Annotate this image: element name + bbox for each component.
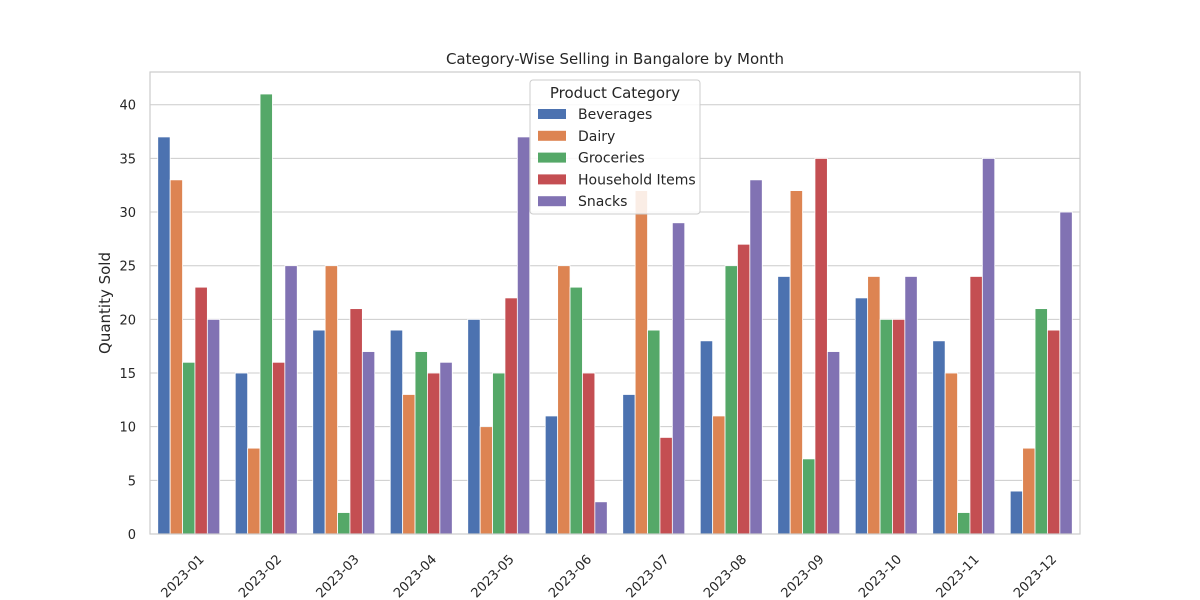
y-tick-label: 15: [119, 367, 136, 382]
y-tick-label: 0: [128, 528, 136, 543]
bar-dairy-2023-06: [558, 266, 570, 534]
legend-swatch: [538, 174, 566, 184]
bar-snacks-2023-09: [827, 352, 839, 534]
x-axis: 2023-01 2023-02 2023-03 2023-04 2023-05 2023-…: [159, 552, 1061, 600]
bar-snacks-2023-10: [905, 276, 917, 534]
bar-beverages-2023-06: [545, 416, 557, 534]
bar-snacks-2023-01: [207, 319, 219, 534]
legend-swatch: [538, 109, 566, 119]
y-tick-label: 10: [119, 421, 136, 436]
bar-household-items-2023-06: [582, 373, 594, 534]
bar-household-items-2023-05: [505, 298, 517, 534]
x-tick-label: 2023-03: [314, 552, 363, 600]
bar-beverages-2023-10: [855, 298, 867, 534]
bar-groceries-2023-11: [958, 513, 970, 534]
bar-dairy-2023-03: [325, 266, 337, 534]
bar-beverages-2023-08: [700, 341, 712, 534]
bar-beverages-2023-02: [235, 373, 247, 534]
chart-title: Category-Wise Selling in Bangalore by Mo…: [446, 50, 784, 68]
y-axis-label: Quantity Sold: [96, 252, 114, 354]
x-tick-label: 2023-01: [159, 552, 208, 600]
bar-groceries-2023-08: [725, 266, 737, 534]
legend-title: Product Category: [550, 84, 680, 102]
bar-snacks-2023-05: [517, 137, 529, 534]
bar-groceries-2023-05: [493, 373, 505, 534]
bar-dairy-2023-12: [1023, 448, 1035, 534]
bar-household-items-2023-09: [815, 158, 827, 534]
x-tick-label: 2023-12: [1011, 552, 1060, 600]
bar-groceries-2023-02: [260, 94, 272, 534]
y-tick-label: 40: [119, 99, 136, 114]
legend-label: Groceries: [578, 151, 645, 167]
bar-household-items-2023-08: [737, 244, 749, 534]
bar-snacks-2023-08: [750, 180, 762, 534]
legend-label: Household Items: [578, 172, 696, 188]
bar-dairy-2023-02: [248, 448, 260, 534]
bar-beverages-2023-07: [623, 394, 635, 534]
bar-groceries-2023-10: [880, 319, 892, 534]
x-tick-label: 2023-11: [934, 552, 983, 600]
bar-household-items-2023-03: [350, 309, 362, 534]
bar-dairy-2023-09: [790, 191, 802, 534]
legend-swatch: [538, 131, 566, 141]
legend-label: Snacks: [578, 194, 627, 210]
x-tick-label: 2023-06: [546, 552, 595, 600]
bar-household-items-2023-01: [195, 287, 207, 534]
x-tick-label: 2023-09: [779, 552, 828, 600]
y-tick-label: 25: [119, 260, 136, 275]
bar-household-items-2023-07: [660, 437, 672, 534]
y-tick-label: 20: [119, 313, 136, 328]
legend-swatch: [538, 153, 566, 163]
bar-snacks-2023-03: [362, 352, 374, 534]
bar-beverages-2023-05: [468, 319, 480, 534]
bar-dairy-2023-11: [945, 373, 957, 534]
legend-label: Beverages: [578, 107, 652, 123]
x-tick-label: 2023-08: [701, 552, 750, 600]
bar-household-items-2023-02: [272, 362, 284, 534]
bar-dairy-2023-07: [635, 191, 647, 534]
bar-snacks-2023-11: [982, 158, 994, 534]
bar-beverages-2023-12: [1010, 491, 1022, 534]
bar-household-items-2023-12: [1047, 330, 1059, 534]
bar-dairy-2023-10: [868, 276, 880, 534]
bar-snacks-2023-12: [1060, 212, 1072, 534]
bar-groceries-2023-03: [338, 513, 350, 534]
bar-dairy-2023-08: [713, 416, 725, 534]
bar-household-items-2023-10: [892, 319, 904, 534]
bar-beverages-2023-01: [158, 137, 170, 534]
bar-household-items-2023-04: [427, 373, 439, 534]
x-tick-label: 2023-07: [624, 552, 673, 600]
bar-snacks-2023-04: [440, 362, 452, 534]
y-tick-label: 5: [128, 474, 136, 489]
bar-groceries-2023-04: [415, 352, 427, 534]
bar-dairy-2023-01: [170, 180, 182, 534]
bar-groceries-2023-09: [803, 459, 815, 534]
bar-groceries-2023-01: [183, 362, 195, 534]
bar-snacks-2023-02: [285, 266, 297, 534]
bar-groceries-2023-07: [648, 330, 660, 534]
x-tick-label: 2023-05: [469, 552, 518, 600]
legend: Product Category Beverages Dairy Groceries…: [530, 80, 700, 214]
bar-groceries-2023-06: [570, 287, 582, 534]
bar-snacks-2023-06: [595, 502, 607, 534]
bar-beverages-2023-04: [390, 330, 402, 534]
bar-household-items-2023-11: [970, 276, 982, 534]
x-tick-label: 2023-10: [856, 552, 905, 600]
bar-beverages-2023-03: [313, 330, 325, 534]
y-axis: 0 5 10 15 20 25 30 35 40: [119, 99, 136, 543]
y-tick-label: 35: [119, 152, 136, 167]
bar-dairy-2023-05: [480, 427, 492, 534]
bar-dairy-2023-04: [403, 394, 415, 534]
legend-swatch: [538, 196, 566, 206]
bar-groceries-2023-12: [1035, 309, 1047, 534]
x-tick-label: 2023-04: [391, 552, 440, 600]
legend-label: Dairy: [578, 129, 615, 145]
bar-beverages-2023-09: [778, 276, 790, 534]
bar-beverages-2023-11: [933, 341, 945, 534]
bar-snacks-2023-07: [672, 223, 684, 534]
x-tick-label: 2023-02: [236, 552, 285, 600]
y-tick-label: 30: [119, 206, 136, 221]
